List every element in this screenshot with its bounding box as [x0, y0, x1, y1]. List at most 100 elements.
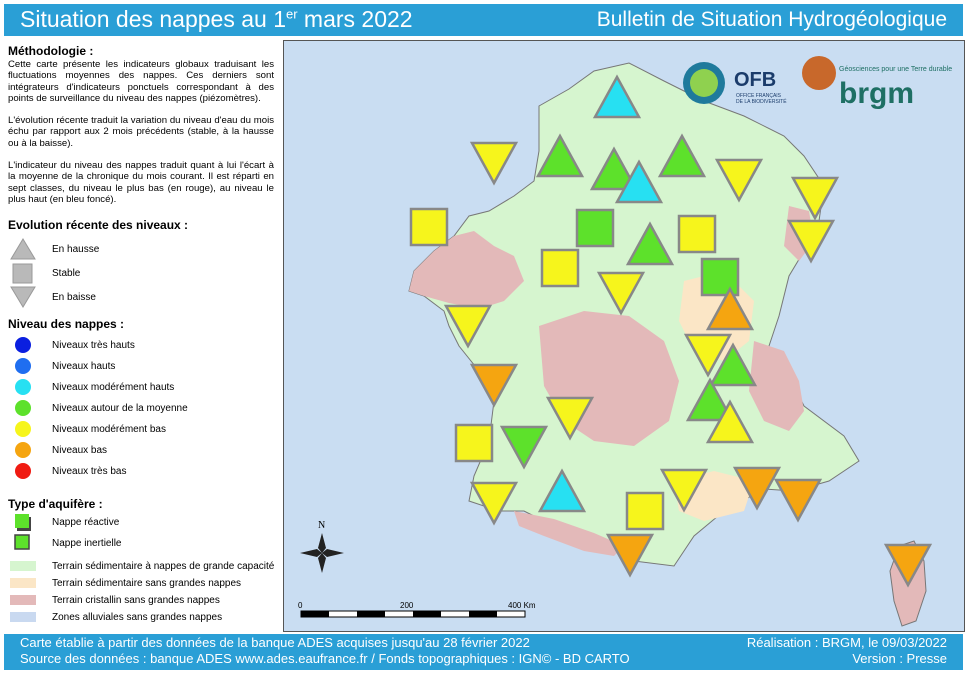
indicator-down-low-30: [732, 466, 782, 511]
compass-rose-icon: N: [300, 520, 344, 573]
ofb-logo: OFB OFFICE FRANÇAIS DE LA BIODIVERSITÉ: [683, 62, 787, 105]
bulletin-title: Bulletin de Situation Hydrogéologique: [596, 8, 947, 31]
level-dot-icon: [15, 463, 31, 479]
indicator-up-mod_high-4: [614, 159, 664, 204]
triangle-down-icon: [10, 286, 36, 308]
hydrogeology-map: OFB OFFICE FRANÇAIS DE LA BIODIVERSITÉ G…: [283, 40, 965, 632]
brgm-logo: Géosciences pour une Terre durable brgm: [802, 56, 952, 110]
aquifer-title: Type d'aquifère :: [8, 497, 103, 511]
methodology-text-2: L'évolution récente traduit la variation…: [8, 115, 274, 149]
level-dot-icon: [15, 337, 31, 353]
legend-level-0: Niveaux très hauts: [6, 336, 135, 354]
svg-text:brgm: brgm: [839, 77, 914, 110]
indicator-up-mod_high-27: [537, 468, 587, 513]
legend-level-1: Niveaux hauts: [6, 357, 115, 375]
footer-data-source: Source des données : banque ADES www.ade…: [20, 651, 630, 666]
indicator-square-avg-15: [700, 257, 740, 297]
indicator-square-mod_low-28: [625, 491, 665, 531]
indicator-down-mod_low-5: [469, 141, 519, 186]
zone-swatch: [10, 578, 36, 588]
footer-source-note: Carte établie à partir des données de la…: [20, 635, 530, 650]
zone-swatch: [10, 595, 36, 605]
indicator-down-low-33: [883, 543, 933, 588]
svg-text:OFFICE FRANÇAIS: OFFICE FRANÇAIS: [736, 93, 782, 99]
square-icon: [12, 263, 33, 284]
indicator-down-low-32: [605, 533, 655, 578]
alps-cristalline: [749, 341, 804, 431]
indicator-up-mod_high-0: [592, 74, 642, 119]
legend-zone-3: Zones alluviales sans grandes nappes: [6, 608, 222, 626]
indicator-square-mod_low-13: [677, 214, 717, 254]
inertial-square-icon: [14, 534, 30, 550]
legend-fall: En baisse: [6, 286, 96, 308]
footer-version: Version : Presse: [852, 651, 947, 666]
indicator-down-mod_low-16: [443, 304, 493, 349]
indicator-down-mod_low-6: [714, 158, 764, 203]
level-dot-icon: [15, 379, 31, 395]
evolution-title: Evolution récente des niveaux :: [8, 218, 189, 232]
indicator-up-avg-19: [708, 342, 758, 387]
indicator-square-mod_low-24: [454, 423, 494, 463]
svg-text:N: N: [318, 520, 325, 531]
legend-panel: Méthodologie : Cette carte présente les …: [6, 42, 276, 630]
brittany-cristalline: [409, 231, 524, 309]
indicator-down-mod_low-7: [790, 176, 840, 221]
levels-title: Niveau des nappes :: [8, 317, 125, 331]
indicator-square-mod_low-12: [540, 248, 580, 288]
level-dot-icon: [15, 358, 31, 374]
legend-stable: Stable: [6, 263, 80, 284]
triangle-up-icon: [10, 238, 36, 260]
indicator-square-mod_low-9: [409, 207, 449, 247]
indicator-down-low-31: [773, 478, 823, 523]
indicator-up-avg-2: [589, 146, 639, 191]
indicator-down-mod_low-14: [596, 271, 646, 316]
legend-zone-0: Terrain sédimentaire à nappes de grande …: [6, 557, 274, 575]
header-bar: Situation des nappes au 1er mars 2022 Bu…: [4, 4, 963, 36]
page-title: Situation des nappes au 1er mars 2022: [20, 6, 413, 32]
indicator-down-avg-25: [499, 425, 549, 470]
svg-text:Géosciences pour une Terre dur: Géosciences pour une Terre durable: [839, 66, 952, 73]
level-dot-icon: [15, 442, 31, 458]
pyrenees-cristalline: [514, 511, 624, 556]
svg-text:400 Km: 400 Km: [508, 601, 536, 610]
indicator-down-mod_low-29: [659, 468, 709, 513]
legend-rise: En hausse: [6, 238, 99, 260]
zone-swatch: [10, 612, 36, 622]
footer-realisation: Réalisation : BRGM, le 09/03/2022: [746, 635, 947, 650]
indicator-up-avg-3: [657, 133, 707, 178]
scale-bar: 0 200 400 Km: [298, 601, 536, 618]
legend-level-6: Niveaux très bas: [6, 462, 126, 480]
methodology-title: Méthodologie :: [8, 44, 94, 58]
indicator-up-avg-11: [625, 221, 675, 266]
footer-bar: Carte établie à partir des données de la…: [4, 634, 963, 670]
indicator-up-avg-21: [685, 377, 735, 422]
indicator-up-mod_low-23: [705, 399, 755, 444]
zone-swatch: [10, 561, 36, 571]
reactive-square-icon: [15, 514, 31, 531]
svg-text:DE LA BIODIVERSITÉ: DE LA BIODIVERSITÉ: [736, 98, 787, 105]
methodology-text-3: L'indicateur du niveau des nappes tradui…: [8, 160, 274, 206]
legend-level-3: Niveaux autour de la moyenne: [6, 399, 188, 417]
indicator-up-low-17: [705, 286, 755, 331]
svg-text:0: 0: [298, 601, 303, 610]
indicator-down-low-20: [469, 363, 519, 408]
indicator-up-avg-1: [535, 133, 585, 178]
svg-text:OFB: OFB: [734, 69, 776, 91]
methodology-text-1: Cette carte présente les indicateurs glo…: [8, 59, 274, 105]
legend-zone-1: Terrain sédimentaire sans grandes nappes: [6, 574, 241, 592]
legend-level-4: Niveaux modérément bas: [6, 420, 166, 438]
legend-zone-2: Terrain cristallin sans grandes nappes: [6, 591, 220, 609]
legend-reactive: Nappe réactive: [6, 513, 119, 531]
legend-inertial: Nappe inertielle: [6, 534, 122, 552]
level-dot-icon: [15, 400, 31, 416]
indicator-down-mod_low-8: [786, 219, 836, 264]
indicator-down-mod_low-18: [683, 333, 733, 378]
map-canvas: OFB OFFICE FRANÇAIS DE LA BIODIVERSITÉ G…: [298, 56, 952, 627]
svg-text:200: 200: [400, 601, 414, 610]
level-dot-icon: [15, 421, 31, 437]
legend-level-5: Niveaux bas: [6, 441, 107, 459]
indicator-square-avg-10: [575, 208, 615, 248]
legend-level-2: Niveaux modérément hauts: [6, 378, 174, 396]
indicator-down-mod_low-22: [545, 396, 595, 441]
indicator-down-mod_low-26: [469, 481, 519, 526]
